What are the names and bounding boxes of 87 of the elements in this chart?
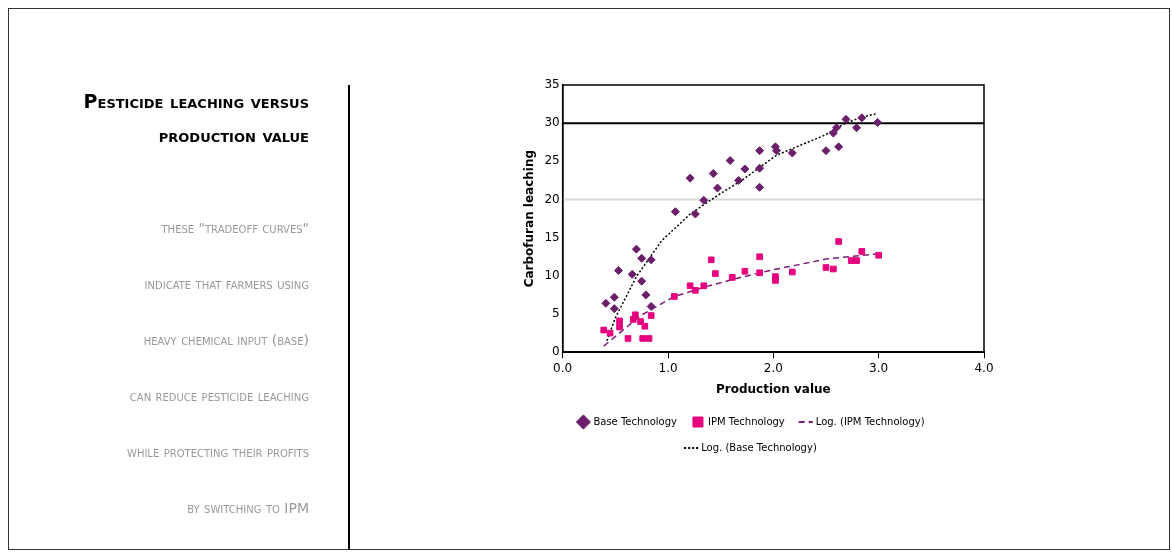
point [852,123,862,133]
point [728,274,736,281]
y-tick-label: 30 [544,115,560,130]
point [772,277,779,284]
point [857,113,867,123]
point [601,298,611,308]
y-tick-label: 15 [544,229,560,244]
point [875,251,882,259]
point [708,169,718,179]
x-tick-label: 4.0 [974,360,994,375]
point [873,117,883,127]
point [821,146,831,156]
point [645,335,653,342]
y-tick-label: 5 [552,306,560,321]
point [670,293,678,300]
point [686,282,694,290]
point [700,282,708,290]
point [639,335,647,342]
point [606,329,614,337]
legend-label: Base Technology [593,415,678,427]
x-tick-label: 0.0 [553,360,573,375]
point [690,209,700,219]
line-series [606,113,877,342]
point [609,304,619,314]
y-tick-label: 0 [552,344,560,359]
text: while protecting their profits [126,443,309,462]
point [641,322,649,330]
text: indicate that farmers using [143,275,309,294]
text: can reduce pesticide leaching [128,387,309,406]
point [834,142,844,152]
point [756,269,763,277]
point [624,335,632,342]
y-tick-label: 25 [544,153,560,168]
point [631,244,641,254]
point [830,265,837,273]
point [646,255,656,265]
point [609,292,619,302]
point [787,148,797,158]
y-axis-title: Carbofuran leaching [522,149,537,288]
point [828,128,838,138]
point [646,301,656,311]
point [713,183,723,193]
point [616,323,623,331]
point [858,248,866,255]
point [632,311,639,319]
point [670,207,680,217]
text: Pesticide leaching versus production value [82,89,309,148]
point [647,312,655,319]
point [740,164,750,174]
text: by switching to IPM [186,499,309,518]
y-tick-label: 20 [544,191,560,206]
y-tick-label: 35 [544,77,560,92]
point [699,195,709,205]
text: heavy chemical input (base) [142,331,309,350]
legend-label: IPM Technology [707,415,785,427]
point [614,266,623,276]
point [853,257,860,264]
point [725,156,735,166]
point [627,269,637,279]
y-tick-label: 10 [544,267,560,282]
point [600,326,608,334]
point [822,264,830,271]
point [641,290,651,300]
point [841,114,851,124]
point [788,268,796,276]
point [741,267,749,275]
x-tick-label: 2.0 [763,360,783,375]
text: these "tradeoff curves" [160,219,309,238]
point [637,253,647,263]
point [712,270,719,277]
point [707,256,715,264]
point [692,287,699,294]
x-axis-title: Production value [715,381,831,396]
x-tick-label: 1.0 [658,360,678,375]
legend-label: Log. (Base Technology) [701,441,817,453]
point [835,238,842,245]
point [637,276,647,286]
point [756,253,763,261]
point [755,182,765,192]
point [755,146,765,156]
x-tick-label: 3.0 [869,360,889,375]
point [755,163,765,173]
point [685,173,695,183]
legend-label: Log. (IPM Technology) [815,415,925,427]
point [734,175,744,185]
point [616,317,623,325]
point [832,123,842,133]
